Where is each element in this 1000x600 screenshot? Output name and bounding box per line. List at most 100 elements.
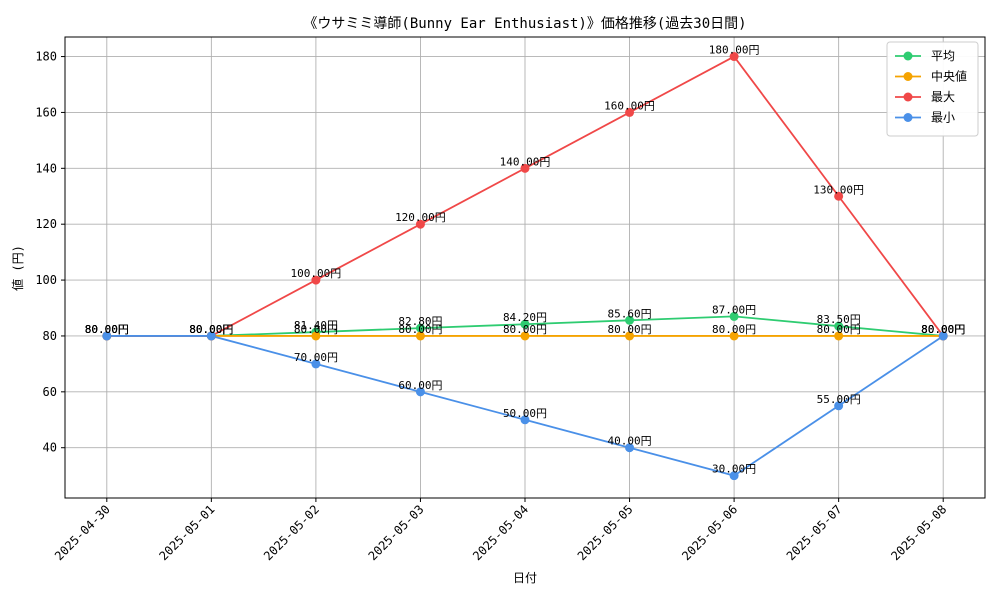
data-label: 87.00円 bbox=[712, 303, 756, 316]
data-point bbox=[415, 219, 425, 229]
data-label: 80.00円 bbox=[189, 323, 233, 336]
data-point bbox=[520, 319, 530, 329]
legend-marker bbox=[903, 51, 913, 61]
legend-marker bbox=[903, 92, 913, 102]
y-tick-label: 40 bbox=[43, 441, 57, 455]
x-tick-label: 2025-05-02 bbox=[261, 502, 322, 563]
data-label: 80.00円 bbox=[921, 323, 965, 336]
data-label: 80.00円 bbox=[503, 323, 547, 336]
data-point bbox=[415, 331, 425, 341]
data-label: 55.00円 bbox=[817, 393, 861, 406]
data-point bbox=[625, 107, 635, 117]
x-axis-ticks: 2025-04-30 2025-05-01 2025-05-02 2025-05-03… bbox=[52, 498, 949, 563]
y-tick-label: 100 bbox=[35, 273, 57, 287]
legend-box bbox=[886, 41, 979, 137]
legend-marker bbox=[903, 72, 913, 81]
data-point bbox=[520, 415, 530, 425]
x-axis-title: 日付 bbox=[513, 571, 537, 585]
data-label: 80.00円 bbox=[85, 323, 129, 336]
plot-frame bbox=[64, 36, 986, 499]
data-label: 70.00円 bbox=[294, 351, 338, 364]
series-points bbox=[102, 52, 948, 481]
legend-label: 平均 bbox=[931, 49, 955, 63]
legend-label: 中央値 bbox=[931, 69, 967, 84]
data-point bbox=[834, 191, 844, 201]
data-label: 80.00円 bbox=[398, 323, 442, 336]
data-label: 80.00円 bbox=[85, 323, 129, 336]
data-point bbox=[729, 52, 739, 62]
x-tick-label: 2025-05-04 bbox=[470, 502, 531, 563]
data-label: 83.50円 bbox=[817, 313, 861, 326]
data-point bbox=[834, 331, 844, 341]
data-label: 80.00円 bbox=[712, 323, 756, 336]
grid bbox=[65, 37, 985, 498]
data-point bbox=[834, 321, 844, 331]
y-tick-label: 120 bbox=[35, 217, 57, 231]
data-labels: 80.00円 80.00円 81.40円 82.80円 84.20円 85.60円 87.0… bbox=[85, 44, 966, 476]
data-label: 85.60円 bbox=[607, 307, 651, 320]
data-label: 80.00円 bbox=[85, 323, 129, 336]
data-label: 82.80円 bbox=[398, 315, 442, 328]
data-label: 80.00円 bbox=[921, 323, 965, 336]
data-point bbox=[625, 443, 635, 453]
data-label: 80.00円 bbox=[921, 323, 965, 336]
x-tick-label: 2025-05-05 bbox=[575, 502, 636, 563]
data-point bbox=[415, 387, 425, 397]
y-tick-label: 60 bbox=[43, 385, 57, 399]
data-label: 60.00円 bbox=[398, 379, 442, 392]
data-label: 180.00円 bbox=[709, 44, 760, 57]
chart-title: 《ウサミミ導師(Bunny Ear Enthusiast)》価格推移(過去30日… bbox=[303, 16, 746, 32]
data-label: 80.00円 bbox=[189, 323, 233, 336]
data-point bbox=[729, 471, 739, 481]
data-point bbox=[729, 311, 739, 321]
legend-label: 最大 bbox=[931, 90, 955, 104]
data-label: 40.00円 bbox=[607, 435, 651, 448]
data-label: 80.00円 bbox=[189, 323, 233, 336]
data-label: 80.00円 bbox=[817, 323, 861, 336]
data-label: 120.00円 bbox=[395, 211, 446, 224]
y-axis-ticks: 40 60 80 100 120 140 160 180 bbox=[35, 50, 65, 455]
x-tick-label: 2025-05-01 bbox=[156, 502, 217, 563]
data-label: 130.00円 bbox=[813, 183, 864, 196]
legend-label: 最小 bbox=[931, 111, 955, 125]
data-point bbox=[520, 331, 530, 341]
data-label: 80.00円 bbox=[85, 323, 129, 336]
data-point bbox=[729, 331, 739, 341]
legend-marker bbox=[903, 113, 913, 122]
y-tick-label: 160 bbox=[35, 105, 57, 119]
y-tick-label: 180 bbox=[35, 50, 57, 64]
data-label: 160.00円 bbox=[604, 99, 655, 112]
data-point bbox=[311, 275, 321, 285]
data-label: 30.00円 bbox=[712, 463, 756, 476]
data-point bbox=[415, 323, 425, 333]
data-point bbox=[311, 331, 321, 341]
data-label: 80.00円 bbox=[921, 323, 965, 336]
data-point bbox=[834, 401, 844, 411]
y-tick-label: 80 bbox=[43, 329, 57, 343]
x-tick-label: 2025-05-03 bbox=[366, 502, 427, 563]
data-point bbox=[625, 331, 635, 341]
data-label: 50.00円 bbox=[503, 407, 547, 420]
data-point bbox=[206, 331, 216, 341]
y-axis-title: 値 (円) bbox=[10, 245, 25, 291]
data-label: 80.00円 bbox=[607, 323, 651, 336]
data-label: 140.00円 bbox=[500, 155, 551, 168]
data-point bbox=[938, 331, 948, 341]
data-label: 80.00円 bbox=[294, 323, 338, 336]
data-label: 80.00円 bbox=[189, 323, 233, 336]
data-label: 81.40円 bbox=[294, 319, 338, 332]
x-tick-label: 2025-05-06 bbox=[679, 502, 740, 563]
data-point bbox=[625, 315, 635, 325]
x-tick-label: 2025-05-07 bbox=[784, 502, 845, 563]
data-point bbox=[102, 331, 112, 341]
data-point bbox=[520, 163, 530, 173]
data-point bbox=[311, 359, 321, 369]
y-tick-label: 140 bbox=[35, 161, 57, 175]
x-tick-label: 2025-05-08 bbox=[888, 502, 949, 563]
data-label: 100.00円 bbox=[291, 267, 342, 280]
data-label: 84.20円 bbox=[503, 311, 547, 324]
x-tick-label: 2025-04-30 bbox=[52, 502, 113, 563]
